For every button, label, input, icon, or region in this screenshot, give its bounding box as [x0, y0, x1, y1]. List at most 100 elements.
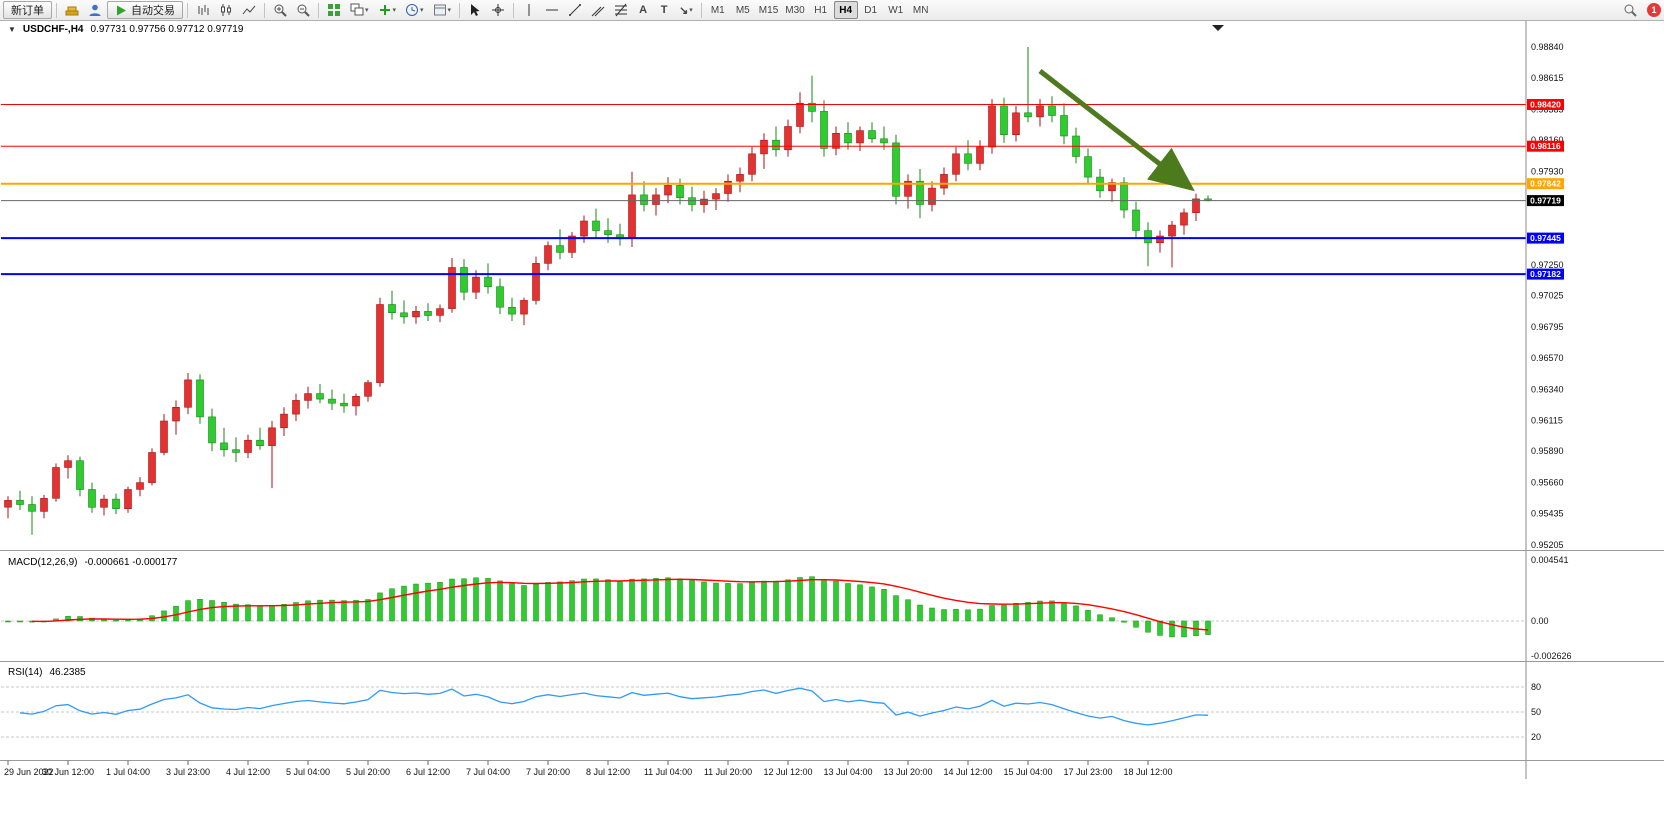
zoom-out-button[interactable]	[292, 1, 314, 19]
macd-histogram-bar	[509, 583, 515, 622]
price-chart-canvas[interactable]: 0.988400.986150.983850.981600.979300.972…	[0, 21, 1664, 831]
candle-body	[508, 306, 516, 315]
macd-histogram-bar	[233, 603, 239, 622]
macd-histogram-bar	[185, 600, 191, 622]
tile-windows-button[interactable]	[323, 1, 345, 19]
main-toolbar: 新订单 自动交易	[0, 0, 1664, 21]
toolbar-separator	[459, 2, 461, 18]
timeframe-m15-button[interactable]: M15	[756, 1, 781, 19]
candle-body	[844, 133, 852, 144]
text-tool-button[interactable]: A	[633, 1, 653, 19]
timeframe-d1-button[interactable]: D1	[859, 1, 883, 19]
time-axis-label: 7 Jul 20:00	[526, 767, 570, 777]
play-icon	[117, 5, 126, 15]
bar-chart-button[interactable]	[192, 1, 214, 19]
candle-body	[796, 102, 804, 127]
periods-button[interactable]: ▾	[401, 1, 428, 19]
arrows-tool-button[interactable]: ↘ ▾	[675, 1, 697, 19]
macd-histogram-bar	[1205, 620, 1211, 635]
auto-trading-label: 自动交易	[131, 5, 175, 17]
chevron-down-icon: ▾	[689, 7, 693, 14]
tile-windows-icon	[328, 4, 340, 16]
price-badge	[1527, 232, 1564, 244]
line-chart-button[interactable]	[238, 1, 260, 19]
scroll-to-end-marker[interactable]	[1212, 25, 1224, 31]
candle-body	[352, 395, 360, 407]
rsi-axis-label: 20	[1531, 732, 1541, 742]
candle-body	[712, 193, 720, 200]
macd-histogram-bar	[701, 581, 707, 622]
notification-badge[interactable]: 1	[1647, 3, 1661, 17]
timeframe-h4-button[interactable]: H4	[833, 1, 858, 19]
macd-axis-label: 0.00	[1531, 616, 1549, 626]
macd-histogram-bar	[1109, 617, 1115, 622]
candle-body	[724, 180, 732, 194]
macd-histogram-bar	[641, 578, 647, 622]
crosshair-tool-button[interactable]	[487, 1, 509, 19]
indicators-button[interactable]: ▾	[374, 1, 401, 19]
rsi-label: RSI(14)	[8, 667, 43, 678]
timeframe-h1-button[interactable]: H1	[809, 1, 833, 19]
horizontal-line-tool-button[interactable]	[541, 1, 563, 19]
candle-body	[916, 180, 924, 205]
macd-histogram-bar	[377, 592, 383, 622]
timeframe-mn-button[interactable]: MN	[909, 1, 933, 19]
macd-histogram-bar	[1073, 605, 1079, 622]
new-order-button[interactable]: 新订单	[3, 1, 52, 19]
candle-body	[76, 460, 84, 490]
zoom-in-button[interactable]	[269, 1, 291, 19]
timeframe-m5-button[interactable]: M5	[731, 1, 755, 19]
navigator-button[interactable]	[84, 1, 106, 19]
candle-body	[1192, 198, 1200, 213]
channel-tool-button[interactable]	[587, 1, 609, 19]
macd-histogram-bar	[221, 602, 227, 622]
macd-histogram-bar	[917, 604, 923, 622]
fibonacci-tool-button[interactable]	[610, 1, 632, 19]
macd-histogram-bar	[317, 599, 323, 622]
cursor-tool-button[interactable]	[464, 1, 486, 19]
macd-histogram-bar	[353, 600, 359, 622]
trend-arrow[interactable]	[1038, 69, 1195, 192]
candle-body	[856, 130, 864, 144]
macd-histogram-bar	[821, 579, 827, 622]
time-axis-label: 13 Jul 04:00	[823, 767, 872, 777]
chart-menu-icon[interactable]: ▼	[8, 25, 16, 34]
candle-body	[760, 139, 768, 155]
timeframe-m1-button[interactable]: M1	[706, 1, 730, 19]
rsi-axis-label: 50	[1531, 707, 1541, 717]
arrow-shape-icon: ↘	[679, 4, 689, 17]
macd-histogram-bar	[1097, 614, 1103, 622]
price-axis-label: 0.98160	[1531, 135, 1564, 145]
macd-histogram-bar	[461, 578, 467, 622]
label-tool-button[interactable]: T	[654, 1, 674, 19]
market-watch-button[interactable]	[61, 1, 83, 19]
timeframe-w1-button[interactable]: W1	[884, 1, 908, 19]
time-axis-label: 5 Jul 20:00	[346, 767, 390, 777]
candle-body	[1000, 105, 1008, 136]
candle-body	[580, 220, 588, 237]
auto-trading-button[interactable]: 自动交易	[107, 1, 183, 19]
macd-histogram-bar	[1121, 620, 1127, 623]
candlestick-chart-button[interactable]	[215, 1, 237, 19]
templates-button[interactable]: ▾	[429, 1, 456, 19]
trendline-tool-button[interactable]	[564, 1, 586, 19]
macd-histogram-bar	[5, 620, 11, 623]
cascade-windows-button[interactable]: ▾	[346, 1, 373, 19]
candle-body	[460, 267, 468, 293]
price-axis-label: 0.95890	[1531, 446, 1564, 456]
timeframe-m30-button[interactable]: M30	[782, 1, 807, 19]
macd-histogram-bar	[449, 578, 455, 622]
price-axis-label: 0.98840	[1531, 42, 1564, 52]
candle-body	[100, 498, 108, 508]
vertical-line-tool-button[interactable]	[518, 1, 540, 19]
chart-area[interactable]: 0.988400.986150.983850.981600.979300.972…	[0, 21, 1664, 831]
candle-body	[952, 153, 960, 175]
toolbar-separator	[264, 2, 265, 18]
chart-symbol-period: USDCHF-,H4	[22, 24, 84, 35]
search-button[interactable]	[1619, 1, 1641, 19]
macd-histogram-bar	[785, 579, 791, 622]
candle-body	[160, 420, 168, 453]
macd-histogram-bar	[209, 600, 215, 622]
channel-icon	[591, 6, 605, 17]
macd-histogram-bar	[425, 582, 431, 622]
